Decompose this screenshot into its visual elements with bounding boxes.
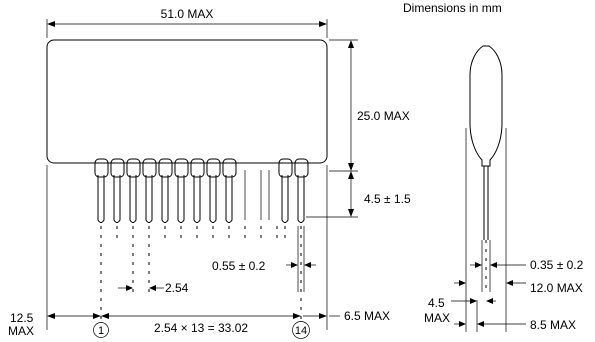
- lead-pins: [97, 170, 305, 223]
- pin-center-lines: [100, 226, 302, 320]
- lead-thickness-dimension: 0.35 ± 0.2: [470, 258, 584, 272]
- width-at-leads-label: 12.0 MAX: [530, 281, 583, 295]
- side-leads: [481, 166, 491, 292]
- left-offset-dimension: 12.5 MAX: [8, 165, 101, 338]
- front-view: 51.0 MAX 25.0 MAX 4.5 ± 1.5 0: [8, 7, 411, 339]
- lead-offset-dimension: 4.5 MAX: [424, 296, 496, 325]
- left-offset-unit: MAX: [8, 324, 34, 338]
- right-offset-dimension: 6.5 MAX: [303, 165, 390, 330]
- width-at-leads-dimension: 12.0 MAX: [454, 280, 583, 295]
- pitch-dimension: 2.54: [118, 281, 189, 295]
- lead-offset-value: 4.5: [428, 296, 445, 310]
- lead-stubs: [94, 158, 309, 178]
- pin-span-dimension: 2.54 × 13 = 33.02: [101, 313, 301, 335]
- lead-width-dimension: 0.55 ± 0.2: [212, 226, 316, 292]
- side-body-profile: [469, 45, 503, 167]
- lead-offset-unit: MAX: [424, 311, 450, 325]
- pitch-label: 2.54: [165, 281, 189, 295]
- left-offset-value: 12.5: [10, 311, 34, 325]
- body-thickness-label: 8.5 MAX: [530, 318, 576, 332]
- package-body: [46, 39, 328, 164]
- pin-1-marker: 1: [93, 322, 109, 338]
- body-height-dimension: 25.0 MAX: [329, 39, 410, 172]
- lead-length-label: 4.5 ± 1.5: [364, 192, 411, 206]
- body-thickness-dimension: 8.5 MAX: [454, 318, 576, 332]
- overall-width-label: 51.0 MAX: [161, 7, 214, 21]
- pin-span-label: 2.54 × 13 = 33.02: [154, 321, 248, 335]
- body-height-label: 25.0 MAX: [357, 109, 410, 123]
- right-offset-label: 6.5 MAX: [344, 309, 390, 323]
- lead-length-dimension: 4.5 ± 1.5: [306, 171, 411, 218]
- pin-14-marker: 14: [292, 321, 310, 339]
- pin-1-label: 1: [98, 325, 104, 337]
- lead-width-label: 0.55 ± 0.2: [212, 259, 266, 273]
- units-note: Dimensions in mm: [403, 1, 502, 15]
- pin-14-label: 14: [295, 325, 307, 337]
- side-view: Dimensions in mm 0.35 ± 0.2: [403, 1, 584, 332]
- lead-thickness-label: 0.35 ± 0.2: [530, 258, 584, 272]
- overall-width-dimension: 51.0 MAX: [46, 7, 328, 38]
